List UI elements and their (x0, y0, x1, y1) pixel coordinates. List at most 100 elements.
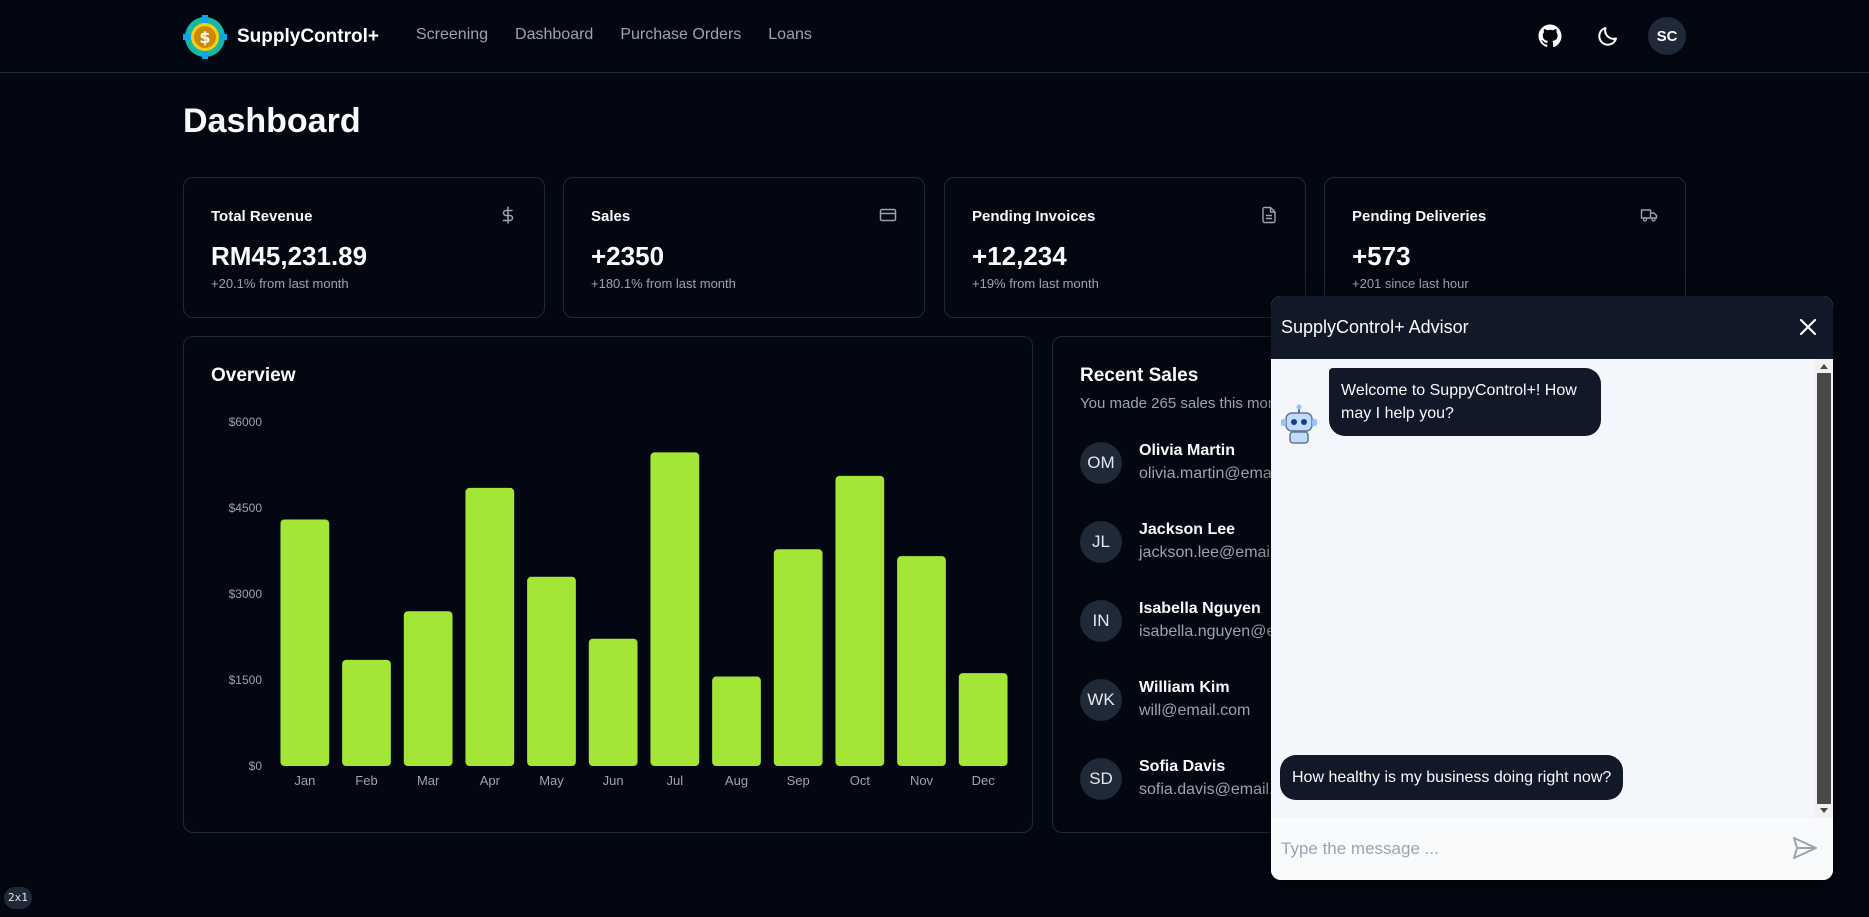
nav-dashboard[interactable]: Dashboard (515, 26, 594, 43)
x-tick-label: Nov (910, 773, 934, 788)
x-tick-label: Oct (850, 773, 871, 788)
sale-email: sofia.davis@email.com (1139, 781, 1304, 798)
stat-title: Pending Deliveries (1352, 208, 1487, 225)
brand[interactable]: $ SupplyControl+ (183, 15, 379, 59)
y-tick-label: $0 (249, 759, 263, 773)
sale-item: JL Jackson Lee jackson.lee@email.com (1080, 521, 1680, 565)
x-tick-label: May (539, 773, 564, 788)
scroll-down-icon[interactable] (1815, 804, 1833, 818)
recent-sales-title: Recent Sales (1080, 365, 1199, 386)
sale-name: Jackson Lee (1139, 521, 1236, 538)
sale-name: William Kim (1139, 679, 1230, 696)
x-tick-label: Sep (787, 773, 810, 788)
bar-jun[interactable] (588, 638, 638, 766)
stat-title: Total Revenue (211, 208, 313, 225)
send-icon[interactable] (1791, 834, 1819, 862)
sale-email: jackson.lee@email.com (1139, 544, 1309, 561)
bot-message-bubble: Welcome to SuppyControl+! How may I help… (1329, 368, 1601, 436)
bar-apr[interactable] (465, 487, 515, 766)
bar-dec[interactable] (958, 673, 1008, 766)
user-avatar[interactable]: SC (1648, 17, 1686, 55)
sale-name: Olivia Martin (1139, 442, 1236, 459)
chat-messages[interactable]: Welcome to SuppyControl+! How may I help… (1271, 359, 1815, 818)
sale-name: Isabella Nguyen (1139, 600, 1261, 617)
bar-nov[interactable] (897, 556, 946, 766)
y-tick-label: $4500 (229, 501, 263, 515)
bar-aug[interactable] (712, 676, 761, 766)
stat-subtext: +19% from last month (972, 276, 1099, 291)
svg-text:$: $ (199, 28, 210, 47)
stat-value: +12,234 (972, 241, 1067, 271)
overview-bar-chart: $0 $1500 $3000 $4500 $6000 Jan Feb Mar Apr May Jun… (229, 415, 1008, 788)
github-icon (1538, 24, 1562, 48)
brand-name: SupplyControl+ (237, 26, 379, 47)
advisor-chat-panel: SupplyControl+ Advisor Welcome to SuppyC… (1271, 296, 1833, 880)
stat-value: RM45,231.89 (211, 241, 368, 271)
stat-title: Pending Invoices (972, 208, 1096, 225)
stat-card-total-revenue: Total Revenue RM45,231.89 +20.1% from la… (183, 177, 545, 318)
avatar: JL (1080, 521, 1122, 563)
x-tick-label: Mar (417, 773, 440, 788)
x-tick-label: Apr (480, 773, 501, 788)
moon-icon (1598, 27, 1617, 46)
sale-item: WK William Kim will@email.com (1080, 679, 1680, 723)
avatar: WK (1080, 679, 1122, 721)
y-tick-label: $3000 (229, 587, 263, 601)
close-icon[interactable] (1795, 314, 1821, 340)
chat-input-bar (1271, 818, 1833, 880)
bar-oct[interactable] (835, 475, 885, 766)
overview-card: Overview $0 $1500 $3000 $4500 $6000 Jan Feb Mar… (183, 336, 1033, 833)
stat-value: +573 (1352, 241, 1411, 271)
x-tick-label: Jul (667, 773, 684, 788)
x-tick-label: Feb (355, 773, 377, 788)
chat-scrollbar[interactable] (1815, 359, 1833, 818)
bar-sep[interactable] (773, 549, 823, 766)
logo-icon: $ (183, 15, 227, 59)
github-button[interactable] (1532, 18, 1568, 54)
stat-subtext: +201 since last hour (1352, 276, 1469, 291)
dollar-icon (502, 206, 514, 224)
bar-jul[interactable] (650, 452, 700, 766)
stat-subtext: +20.1% from last month (211, 276, 349, 291)
bar-feb[interactable] (342, 659, 391, 766)
truck-icon (1640, 209, 1658, 222)
y-tick-label: $6000 (229, 415, 263, 429)
nav-purchase-orders[interactable]: Purchase Orders (620, 26, 742, 43)
sale-item: SD Sofia Davis sofia.davis@email.com (1080, 758, 1680, 802)
sale-email: olivia.martin@email.com (1139, 465, 1314, 482)
recent-sales-subtitle: You made 265 sales this month. (1080, 395, 1293, 412)
x-tick-label: Jan (294, 773, 315, 788)
stat-card-sales: Sales +2350 +180.1% from last month (563, 177, 925, 318)
x-tick-label: Jun (603, 773, 624, 788)
stat-card-pending-deliveries: Pending Deliveries +573 +201 since last … (1324, 177, 1686, 318)
bar-jan[interactable] (280, 519, 330, 766)
stat-card-pending-invoices: Pending Invoices +12,234 +19% from last … (944, 177, 1306, 318)
stat-value: +2350 (591, 241, 665, 271)
sale-name: Sofia Davis (1139, 758, 1226, 775)
stat-subtext: +180.1% from last month (591, 276, 736, 291)
overview-title: Overview (211, 365, 296, 386)
top-header: $ SupplyControl+ Screening Dashboard Pur… (0, 0, 1869, 73)
avatar: OM (1080, 442, 1122, 484)
x-tick-label: Aug (725, 773, 748, 788)
stat-title: Sales (591, 208, 631, 225)
sale-email: will@email.com (1139, 702, 1251, 719)
scroll-thumb[interactable] (1817, 373, 1831, 804)
nav-screening[interactable]: Screening (416, 26, 489, 43)
nav-loans[interactable]: Loans (768, 26, 812, 43)
main-nav: Screening Dashboard Purchase Orders Loan… (416, 26, 812, 44)
theme-toggle-button[interactable] (1590, 18, 1626, 54)
credit-card-icon (879, 208, 897, 222)
scroll-up-icon[interactable] (1815, 359, 1833, 373)
file-icon (1262, 206, 1276, 224)
sale-item: OM Olivia Martin olivia.martin@email.com (1080, 442, 1680, 486)
bar-may[interactable] (527, 576, 576, 766)
avatar: IN (1080, 600, 1122, 642)
y-tick-label: $1500 (229, 673, 263, 687)
page-title: Dashboard (183, 102, 361, 140)
bar-mar[interactable] (403, 611, 453, 766)
corner-badge: 2x1 (4, 887, 32, 909)
chat-header: SupplyControl+ Advisor (1271, 296, 1833, 359)
chat-message-input[interactable] (1281, 832, 1761, 866)
header-actions: SC (1532, 17, 1686, 55)
